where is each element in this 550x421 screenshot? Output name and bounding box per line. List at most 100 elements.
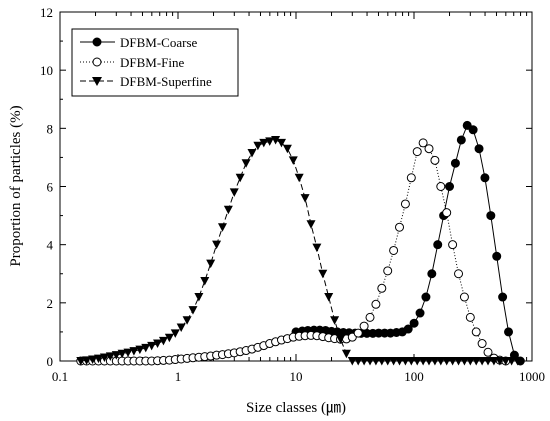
- data-point: [412, 147, 422, 157]
- y-tick-label: 12: [40, 5, 53, 20]
- data-point: [176, 323, 186, 333]
- data-point: [253, 141, 263, 151]
- data-point: [448, 240, 458, 250]
- data-point: [395, 222, 405, 232]
- data-point: [223, 205, 233, 215]
- data-point: [105, 352, 115, 361]
- data-point: [229, 188, 239, 197]
- data-point: [353, 328, 363, 338]
- x-tick-label: 10: [290, 369, 303, 384]
- x-tick-label: 1000: [519, 369, 545, 384]
- data-point: [259, 138, 269, 148]
- data-point: [409, 318, 419, 328]
- axis-ticks: 0 2 4 6 8 10 12 0.1 1 10 100 1000: [40, 5, 545, 384]
- data-point: [507, 357, 517, 366]
- data-point: [359, 357, 369, 366]
- data-point: [445, 182, 455, 191]
- data-point: [492, 251, 502, 261]
- series-group: [76, 120, 525, 366]
- data-point: [377, 283, 387, 293]
- data-point: [412, 357, 422, 366]
- data-point: [371, 299, 381, 309]
- data-point: [477, 339, 487, 349]
- series-line: [80, 142, 506, 362]
- data-point: [288, 156, 298, 165]
- data-point: [406, 173, 416, 183]
- data-point: [359, 321, 369, 331]
- data-point: [436, 182, 446, 191]
- data-point: [389, 357, 399, 366]
- data-point: [430, 357, 440, 366]
- data-point: [347, 357, 357, 366]
- data-point: [300, 194, 310, 203]
- data-point: [235, 173, 245, 183]
- data-point: [194, 293, 204, 302]
- data-point: [271, 135, 281, 145]
- data-point: [94, 354, 104, 364]
- legend-marker-fine: [92, 57, 102, 67]
- data-point: [442, 357, 452, 366]
- legend: DFBM-Coarse DFBM-Fine DFBM-Superfine: [71, 28, 239, 97]
- data-point: [88, 355, 98, 365]
- data-point: [153, 339, 163, 349]
- data-point: [442, 208, 452, 218]
- data-point: [141, 343, 151, 353]
- data-point: [448, 357, 458, 366]
- legend-marker-superfine: [92, 77, 102, 86]
- data-point: [212, 240, 222, 250]
- data-point: [456, 135, 466, 145]
- y-axis-label: Proportion of particles (%): [8, 105, 24, 266]
- data-point: [403, 324, 413, 334]
- data-point: [433, 240, 443, 250]
- y-tick-label: 10: [40, 63, 53, 78]
- data-point: [436, 357, 446, 366]
- data-point: [395, 357, 405, 366]
- data-point: [483, 347, 493, 357]
- data-point: [465, 357, 475, 366]
- data-point: [117, 349, 127, 359]
- data-point: [400, 199, 410, 209]
- data-point: [483, 357, 493, 366]
- data-point: [489, 357, 499, 366]
- data-point: [123, 348, 133, 358]
- data-point: [324, 293, 334, 302]
- y-tick-label: 6: [47, 180, 54, 195]
- data-point: [501, 357, 511, 366]
- data-point: [294, 173, 304, 183]
- data-point: [459, 292, 469, 302]
- data-point: [306, 220, 316, 229]
- data-point: [504, 327, 514, 337]
- series-dfbm-fine: [76, 138, 511, 366]
- data-point: [365, 357, 375, 366]
- data-point: [371, 357, 381, 366]
- data-point: [111, 351, 121, 360]
- legend-label-fine: DFBM-Fine: [120, 55, 185, 70]
- data-point: [353, 357, 363, 366]
- data-point: [454, 357, 464, 366]
- data-point: [377, 357, 387, 366]
- data-point: [477, 357, 487, 366]
- legend-marker-coarse: [92, 37, 102, 47]
- data-point: [247, 149, 257, 158]
- legend-label-coarse: DFBM-Coarse: [120, 35, 198, 50]
- data-point: [383, 266, 393, 276]
- x-tick-label: 100: [404, 369, 424, 384]
- series-dfbm-coarse: [291, 120, 525, 366]
- data-point: [421, 292, 431, 302]
- data-point: [415, 308, 425, 318]
- data-point: [129, 347, 139, 356]
- data-point: [318, 269, 328, 279]
- data-point: [82, 356, 92, 365]
- data-point: [265, 137, 275, 146]
- data-point: [389, 245, 399, 255]
- data-point: [495, 357, 505, 366]
- data-point: [365, 312, 375, 322]
- data-point: [498, 292, 508, 302]
- data-point: [341, 349, 351, 359]
- data-point: [450, 158, 460, 168]
- data-point: [418, 357, 428, 366]
- data-point: [406, 357, 416, 366]
- data-point: [282, 144, 292, 154]
- data-point: [462, 120, 472, 130]
